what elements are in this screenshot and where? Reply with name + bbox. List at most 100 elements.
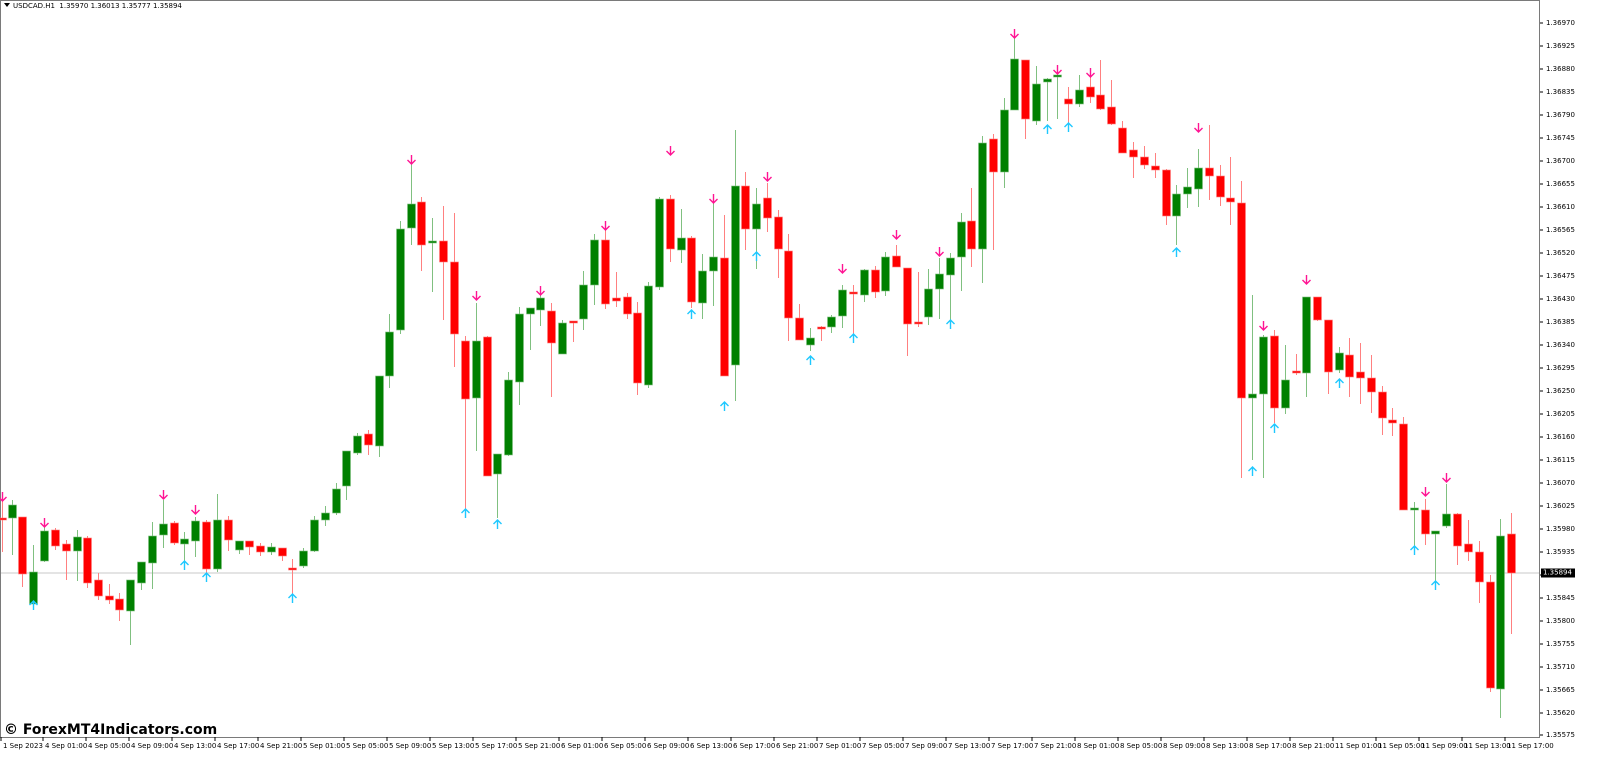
sell-arrow-icon bbox=[709, 194, 718, 204]
bullish-candle bbox=[126, 579, 135, 612]
y-tick-label: 1.36745 bbox=[1546, 134, 1575, 142]
bullish-candle bbox=[515, 313, 524, 383]
bearish-candle bbox=[1129, 149, 1138, 158]
chart-plot-area[interactable] bbox=[0, 0, 1540, 738]
y-tick-label: 1.36790 bbox=[1546, 111, 1575, 119]
current-price-label: 1.35894 bbox=[1541, 568, 1575, 578]
bearish-candle bbox=[439, 240, 448, 263]
sell-arrow-icon bbox=[536, 286, 545, 296]
bullish-candle bbox=[1075, 89, 1084, 105]
bullish-candle bbox=[1172, 193, 1181, 217]
y-tick-label: 1.36295 bbox=[1546, 364, 1575, 372]
bearish-candle bbox=[1064, 98, 1073, 105]
bearish-candle bbox=[1313, 296, 1322, 321]
y-tick-label: 1.36520 bbox=[1546, 249, 1575, 257]
buy-arrow-icon bbox=[752, 251, 761, 261]
bearish-candle bbox=[94, 579, 103, 597]
bullish-candle bbox=[310, 519, 319, 552]
buy-arrow-icon bbox=[202, 572, 211, 582]
y-tick-label: 1.36205 bbox=[1546, 410, 1575, 418]
sell-arrow-icon bbox=[838, 264, 847, 274]
bearish-candle bbox=[795, 317, 804, 341]
bullish-candle bbox=[299, 550, 308, 567]
bullish-candle bbox=[644, 285, 653, 386]
x-tick-label: 6 Sep 21:00 bbox=[776, 742, 819, 750]
sell-arrow-icon bbox=[40, 518, 49, 528]
x-tick-label: 5 Sep 05:00 bbox=[346, 742, 389, 750]
bullish-candle bbox=[677, 237, 686, 251]
x-tick-label: 8 Sep 01:00 bbox=[1077, 742, 1120, 750]
bearish-candle bbox=[105, 595, 114, 601]
x-tick-label: 4 Sep 01:00 bbox=[45, 742, 88, 750]
x-tick-label: 4 Sep 09:00 bbox=[131, 742, 174, 750]
bullish-candle bbox=[838, 289, 847, 317]
bullish-candle bbox=[1248, 393, 1257, 399]
bearish-candle bbox=[741, 185, 750, 230]
buy-arrow-icon bbox=[29, 600, 38, 610]
bearish-candle bbox=[871, 269, 880, 293]
bullish-candle bbox=[946, 257, 955, 276]
bearish-candle bbox=[1507, 533, 1516, 574]
bearish-candle bbox=[817, 326, 826, 330]
x-tick-label: 6 Sep 05:00 bbox=[604, 742, 647, 750]
bearish-candle bbox=[1021, 59, 1030, 120]
bearish-candle bbox=[256, 545, 265, 553]
bearish-candle bbox=[547, 310, 556, 344]
x-tick-label: 7 Sep 21:00 bbox=[1034, 742, 1077, 750]
bearish-candle bbox=[483, 336, 492, 477]
bearish-candle bbox=[774, 216, 783, 250]
bearish-candle bbox=[892, 255, 901, 268]
buy-arrow-icon bbox=[1172, 247, 1181, 257]
bearish-candle bbox=[612, 297, 621, 302]
x-tick-label: 11 Sep 17:00 bbox=[1507, 742, 1554, 750]
sell-arrow-icon bbox=[763, 172, 772, 182]
bullish-candle bbox=[1431, 530, 1440, 535]
bearish-candle bbox=[62, 543, 71, 552]
buy-arrow-icon bbox=[806, 355, 815, 365]
bullish-candle bbox=[526, 307, 535, 315]
x-tick-label: 5 Sep 17:00 bbox=[475, 742, 518, 750]
buy-arrow-icon bbox=[1431, 580, 1440, 590]
dropdown-triangle-icon[interactable] bbox=[4, 3, 10, 7]
bearish-candle bbox=[278, 547, 287, 557]
bullish-candle bbox=[558, 322, 567, 355]
bullish-candle bbox=[579, 284, 588, 320]
bearish-candle bbox=[1118, 127, 1127, 154]
x-tick-label: 6 Sep 17:00 bbox=[733, 742, 776, 750]
buy-arrow-icon bbox=[180, 560, 189, 570]
bearish-candle bbox=[633, 312, 642, 384]
y-tick-label: 1.36070 bbox=[1546, 479, 1575, 487]
bearish-candle bbox=[720, 257, 729, 377]
bearish-candle bbox=[849, 291, 858, 295]
y-tick-label: 1.36700 bbox=[1546, 157, 1575, 165]
x-tick-label: 7 Sep 17:00 bbox=[991, 742, 1034, 750]
bullish-candle bbox=[924, 288, 933, 318]
sell-arrow-icon bbox=[1194, 123, 1203, 133]
y-tick-label: 1.35575 bbox=[1546, 731, 1575, 739]
sell-arrow-icon bbox=[1421, 487, 1430, 497]
y-tick-label: 1.36340 bbox=[1546, 341, 1575, 349]
sell-arrow-icon bbox=[159, 490, 168, 500]
bearish-candle bbox=[364, 433, 373, 446]
bearish-candle bbox=[1399, 423, 1408, 511]
bearish-candle bbox=[1270, 335, 1279, 409]
bullish-candle bbox=[709, 256, 718, 272]
bearish-candle bbox=[687, 237, 696, 303]
x-tick-label: 7 Sep 05:00 bbox=[862, 742, 905, 750]
sell-arrow-icon bbox=[1053, 65, 1062, 75]
x-tick-label: 6 Sep 09:00 bbox=[647, 742, 690, 750]
watermark: © ForexMT4Indicators.com bbox=[4, 722, 218, 738]
bullish-candle bbox=[493, 453, 502, 475]
bearish-candle bbox=[1345, 354, 1354, 378]
y-tick-label: 1.36925 bbox=[1546, 42, 1575, 50]
bearish-candle bbox=[1226, 197, 1235, 203]
sell-arrow-icon bbox=[935, 247, 944, 257]
bearish-candle bbox=[1388, 419, 1397, 424]
bearish-candle bbox=[569, 320, 578, 324]
sell-arrow-icon bbox=[1086, 68, 1095, 78]
bullish-candle bbox=[267, 546, 276, 553]
x-tick-label: 4 Sep 05:00 bbox=[88, 742, 131, 750]
bearish-candle bbox=[763, 197, 772, 219]
sell-arrow-icon bbox=[472, 291, 481, 301]
